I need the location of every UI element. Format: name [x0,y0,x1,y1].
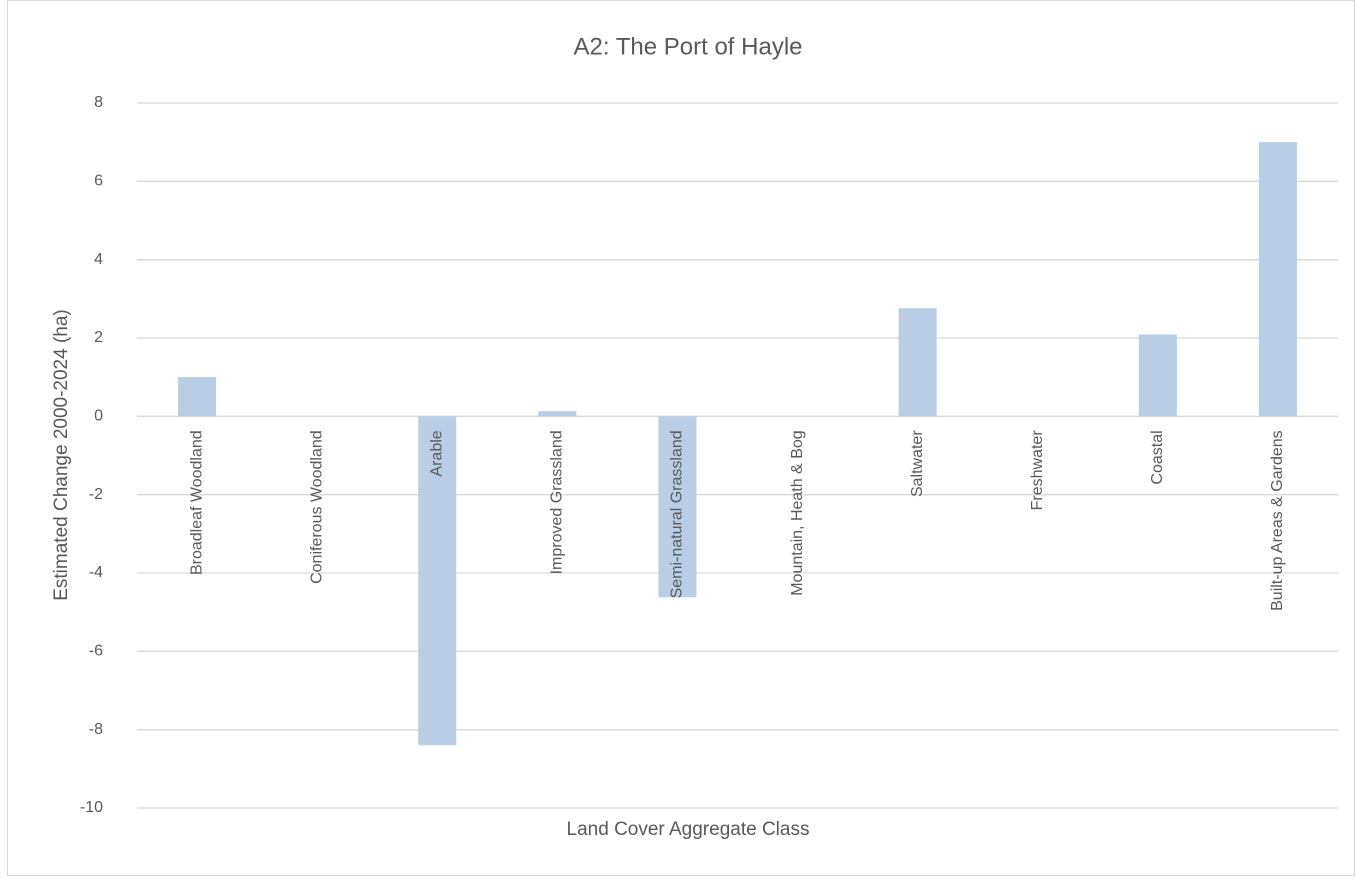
x-tick-label: Arable [428,430,445,476]
y-tick-label: -2 [89,486,103,503]
x-tick-label: Broadleaf Woodland [188,430,205,575]
y-tick-label: 6 [94,173,103,190]
x-tick-label: Coastal [1149,430,1166,484]
bar [538,411,577,417]
y-tick-label: 8 [94,94,103,111]
x-tick-label: Mountain, Heath & Bog [789,430,806,595]
y-tick-label: -10 [80,799,103,816]
y-tick-label: 4 [94,251,103,268]
bar [178,377,217,417]
x-tick-label: Coniferous Woodland [308,430,325,584]
chart-title: A2: The Port of Hayle [573,33,802,60]
x-tick-label: Freshwater [1029,430,1046,511]
x-tick-label: Saltwater [909,430,926,497]
x-tick-label: Semi-natural Grassland [669,430,686,598]
y-tick-label: -6 [89,643,103,660]
x-tick-label: Built-up Areas & Gardens [1269,430,1286,611]
y-tick-label: 2 [94,329,103,346]
y-tick-label: 0 [94,408,103,425]
y-tick-label: -8 [89,721,103,738]
y-axis-label: Estimated Change 2000-2024 (ha) [51,309,72,601]
bar [418,416,457,746]
bar [658,416,697,598]
x-axis-label: Land Cover Aggregate Class [567,819,810,840]
bar [1258,142,1297,417]
bar [1138,334,1177,417]
bar [898,308,937,417]
x-tick-label: Improved Grassland [549,430,566,574]
y-tick-label: -4 [89,564,103,581]
